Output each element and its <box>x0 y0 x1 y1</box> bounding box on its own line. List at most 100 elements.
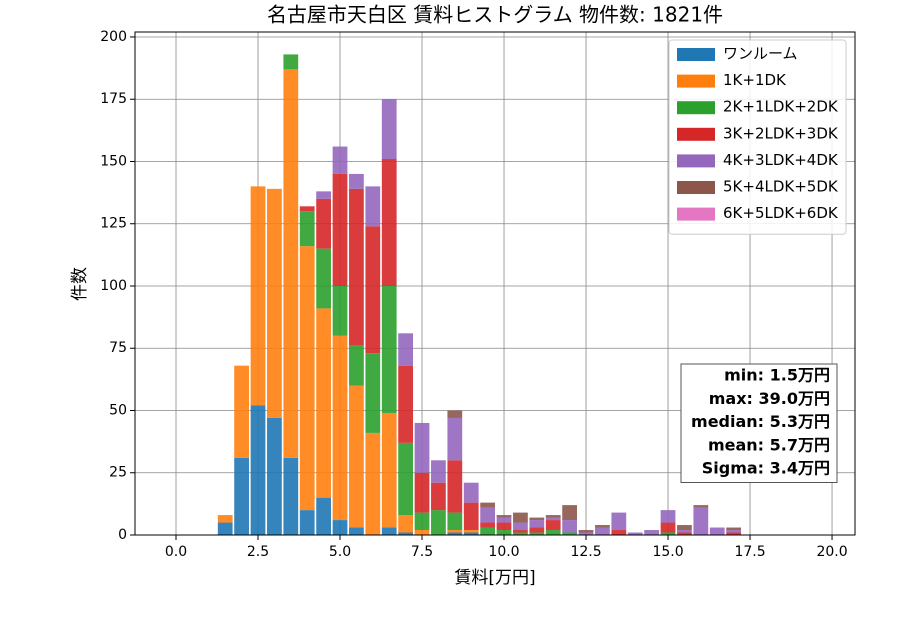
bar-segment <box>677 532 692 535</box>
x-tick-label: 7.5 <box>411 544 433 560</box>
bar-segment <box>217 515 233 523</box>
bar-segment <box>431 482 446 511</box>
bar-segment <box>677 530 692 533</box>
bar-segment <box>463 530 479 533</box>
bar-segment <box>250 405 266 535</box>
bar-segment <box>529 517 545 521</box>
bar-segment <box>250 186 266 406</box>
bar-segment <box>447 530 463 533</box>
x-tick-label: 2.5 <box>247 544 269 560</box>
bar-segment <box>496 515 512 518</box>
y-tick-label: 175 <box>100 91 127 107</box>
stats-text: min: 1.5万円 <box>724 366 830 385</box>
bar-segment <box>562 505 578 521</box>
bar-segment <box>316 248 331 309</box>
y-tick-label: 125 <box>100 216 127 232</box>
y-axis-label: 件数 <box>70 267 90 301</box>
bar-segment <box>398 442 413 516</box>
bar-segment <box>234 365 249 458</box>
bar-segment <box>332 173 348 286</box>
stats-box <box>680 363 838 483</box>
bar-segment <box>267 417 282 535</box>
x-tick-label: 12.5 <box>570 544 601 560</box>
bar-segment <box>447 512 463 531</box>
bar-segment <box>381 158 397 286</box>
bar-segment <box>431 510 446 535</box>
bar-segment <box>414 422 430 473</box>
bar-segment <box>677 525 692 531</box>
bar-segment <box>414 530 430 535</box>
bar-segment <box>398 365 413 443</box>
x-tick-label: 15.0 <box>652 544 683 560</box>
bar-segment <box>447 410 463 418</box>
bar-segment <box>283 69 299 458</box>
bar-segment <box>611 530 627 535</box>
x-tick-label: 10.0 <box>488 544 519 560</box>
bar-segment <box>316 198 331 249</box>
bar-segment <box>398 333 413 366</box>
x-tick-label: 17.5 <box>734 544 765 560</box>
legend-swatch <box>677 48 715 61</box>
bar-segment <box>513 532 528 535</box>
x-axis-label: 賃料[万円] <box>454 568 535 588</box>
bar-segment <box>513 530 528 533</box>
plot-frame <box>134 31 856 536</box>
bar-segment <box>299 206 315 212</box>
bar-segment <box>431 460 446 483</box>
legend-label: 5K+4LDK+5DK <box>723 178 839 196</box>
legend-label: 1K+1DK <box>723 71 787 89</box>
x-tick-label: 20.0 <box>816 544 847 560</box>
y-tick-label: 200 <box>100 29 127 45</box>
bar-segment <box>545 520 561 531</box>
bar-segment <box>365 186 381 227</box>
bar-segment <box>545 530 561 535</box>
bar-segment <box>398 532 413 535</box>
bar-segment <box>283 54 299 70</box>
legend-label: ワンルーム <box>723 45 798 63</box>
legend-label: 6K+5LDK+6DK <box>723 204 839 222</box>
bar-segment <box>398 515 413 533</box>
bar-segment <box>299 510 315 535</box>
x-tick-label: 5.0 <box>329 544 351 560</box>
y-tick-label: 25 <box>109 465 127 481</box>
bar-segment <box>447 417 463 461</box>
bar-segment <box>447 532 463 535</box>
bar-segment <box>529 520 545 528</box>
bar-segment <box>562 532 578 535</box>
legend-swatch <box>677 181 715 194</box>
bar-segment <box>332 285 348 336</box>
bar-segment <box>267 188 282 418</box>
bar-segment <box>545 517 561 521</box>
y-tick-label: 50 <box>109 402 127 418</box>
bar-segment <box>693 507 709 535</box>
bar-segment <box>316 191 331 199</box>
bar-segment <box>693 505 709 508</box>
bar-segment <box>365 432 381 535</box>
legend-swatch <box>677 127 715 141</box>
y-tick-label: 100 <box>100 278 127 294</box>
bar-segment <box>349 188 364 346</box>
bar-segment <box>365 353 381 433</box>
bar-segment <box>611 512 627 531</box>
y-tick-label: 0 <box>118 527 127 543</box>
bar-segment <box>595 525 610 528</box>
bar-segment <box>349 385 364 528</box>
bar-segment <box>726 530 742 533</box>
bar-segment <box>545 515 561 518</box>
bar-segment <box>480 522 495 528</box>
bar-segment <box>578 532 594 535</box>
bar-segment <box>332 146 348 174</box>
bar-segment <box>316 497 331 535</box>
bar-segment <box>349 345 364 386</box>
legend-swatch <box>677 101 715 115</box>
bar-segment <box>660 532 676 535</box>
bar-segment <box>234 457 249 535</box>
bar-segment <box>381 527 397 535</box>
bar-segment <box>726 532 742 535</box>
chart-title: 名古屋市天白区 賃料ヒストグラム 物件数: 1821件 <box>267 3 723 27</box>
y-tick-label: 75 <box>109 340 127 356</box>
legend-swatch <box>677 207 715 221</box>
bar-segment <box>496 517 512 523</box>
bar-segment <box>709 527 725 535</box>
